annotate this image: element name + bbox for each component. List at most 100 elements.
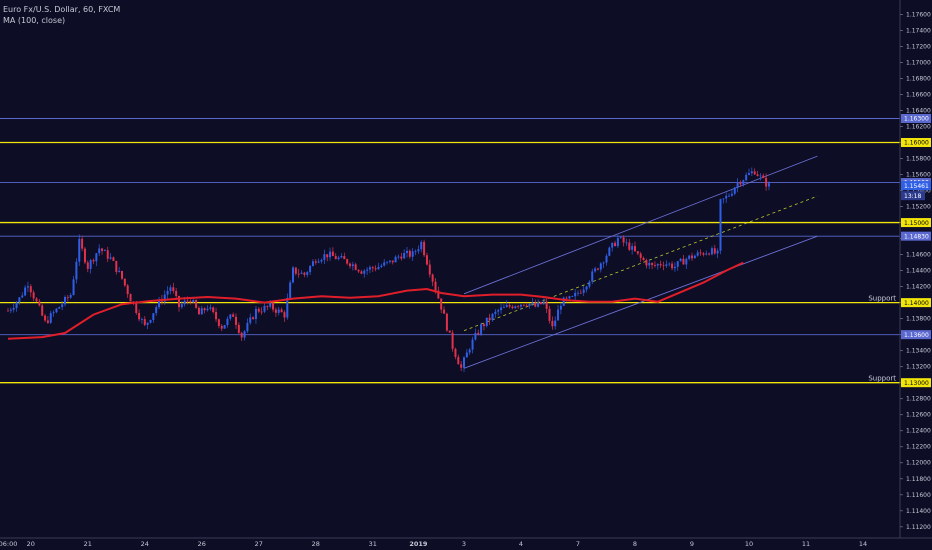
candle-body <box>445 313 448 331</box>
candle-body <box>705 253 708 255</box>
candle-body <box>24 287 27 296</box>
support-label: Support <box>868 375 896 383</box>
candle-body <box>585 286 588 290</box>
candle-body <box>178 296 180 308</box>
plot-area[interactable]: Support Support <box>0 118 900 384</box>
time-axis[interactable]: 06:00 20 21 24 26 27 28 31 2019 3 4 7 8 9 10 11 14 <box>0 537 932 548</box>
candle-body <box>155 307 158 314</box>
level-badge-text: 1.16000 <box>904 140 929 147</box>
candle-body <box>320 259 323 262</box>
candle-body <box>203 308 206 311</box>
candle-body <box>648 262 651 266</box>
candle-body <box>713 248 716 254</box>
price-tick-label: 1.11600 <box>906 492 931 499</box>
candle-body <box>403 252 406 259</box>
price-tick-label: 1.12800 <box>906 396 931 403</box>
candle-body <box>619 237 622 239</box>
candle-body <box>733 187 736 194</box>
price-tick-label: 1.13200 <box>906 364 931 371</box>
current-price-text: 1.15461 <box>904 183 929 190</box>
countdown-text: 13:18 <box>904 193 921 200</box>
time-tick-label: 28 <box>312 540 320 548</box>
indicator-label[interactable]: MA (100, close) <box>3 16 66 25</box>
channel-lower-line[interactable] <box>463 235 818 369</box>
candle-body <box>545 301 548 309</box>
candle-body <box>745 174 748 181</box>
moving-average-line[interactable] <box>7 261 744 340</box>
candle-body <box>696 252 699 256</box>
candle-body <box>69 295 72 298</box>
candle-body <box>411 251 414 257</box>
candle-body <box>55 308 58 313</box>
candle-body <box>112 257 115 261</box>
candle-body <box>383 262 386 266</box>
level-badge-1.15000 <box>901 218 931 228</box>
candle-body <box>215 311 218 320</box>
candle-body <box>653 265 656 266</box>
time-tick-label: 8 <box>633 540 637 548</box>
symbol-title[interactable]: Euro Fx/U.S. Dollar, 60, FXCM <box>3 5 121 14</box>
candle-body <box>61 304 64 308</box>
candle-body <box>480 324 483 335</box>
candle-body <box>722 198 725 200</box>
candle-body <box>123 278 126 286</box>
candle-body <box>280 309 283 313</box>
candle-body <box>206 308 209 311</box>
candle-body <box>765 177 768 187</box>
time-tick-label: 14 <box>859 540 867 548</box>
candle-body <box>406 250 408 253</box>
candle-body <box>135 303 138 313</box>
level-badge-1.16000 <box>901 138 931 148</box>
price-axis-background <box>900 0 932 550</box>
candle-body <box>286 297 289 318</box>
candle-body <box>477 332 480 335</box>
candle-body <box>391 260 394 263</box>
candle-body <box>260 311 263 313</box>
candle-body <box>212 307 215 312</box>
candle-body <box>408 250 411 257</box>
candle-body <box>314 261 317 263</box>
candle-body <box>511 306 514 309</box>
candle-body <box>377 266 380 270</box>
candle-body <box>400 256 403 259</box>
price-tick-label: 1.11800 <box>906 476 931 483</box>
price-axis[interactable]: 1.17600 1.17400 1.17200 1.17000 1.16800 1.166… <box>899 0 932 550</box>
candles[interactable] <box>7 167 770 373</box>
candle-body <box>608 247 611 256</box>
candle-body <box>531 302 534 304</box>
candle-body <box>175 290 178 297</box>
candle-body <box>596 268 599 270</box>
candle-body <box>129 294 132 302</box>
candle-body <box>163 294 166 302</box>
level-badge-text: 1.16300 <box>904 116 929 123</box>
candle-body <box>292 267 294 283</box>
candle-body <box>72 279 75 296</box>
candle-body <box>616 237 619 247</box>
candle-body <box>197 307 200 315</box>
candle-body <box>183 300 186 305</box>
candle-body <box>437 290 440 299</box>
candle-body <box>257 308 260 312</box>
candle-body <box>622 237 625 243</box>
candle-body <box>497 310 500 312</box>
candle-body <box>542 301 545 305</box>
candle-body <box>500 307 503 311</box>
candle-body <box>140 319 143 320</box>
candle-body <box>92 260 95 262</box>
level-badge-text: 1.15000 <box>904 220 929 227</box>
candle-body <box>397 256 400 258</box>
channel-upper-line[interactable] <box>463 155 818 295</box>
candle-body <box>143 319 146 325</box>
candle-body <box>537 302 540 307</box>
candle-body <box>571 296 574 298</box>
candle-body <box>81 238 84 249</box>
candle-body <box>18 297 21 303</box>
candle-body <box>272 302 275 310</box>
candle-body <box>762 175 765 178</box>
candle-body <box>126 285 129 295</box>
candle-body <box>223 324 226 329</box>
candle-body <box>103 250 106 252</box>
candle-body <box>742 180 745 185</box>
candle-body <box>237 324 240 333</box>
